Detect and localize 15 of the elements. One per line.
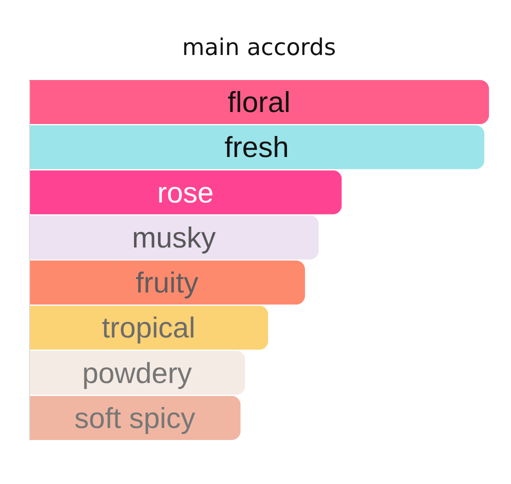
y-tick-label: musky [132, 222, 216, 254]
chart-title: main accords [182, 35, 336, 61]
bar [29, 215, 319, 260]
y-tick-label: fruity [136, 268, 199, 300]
bar [29, 125, 484, 170]
y-tick-label: fresh [224, 132, 289, 164]
y-tick-label: floral [228, 87, 290, 120]
bar [29, 306, 268, 350]
y-tick-label: soft spicy [74, 402, 196, 435]
y-tick-label: powdery [82, 358, 192, 390]
bar [29, 170, 342, 214]
bar [29, 260, 305, 305]
bar [29, 80, 489, 124]
y-tick-label: rose [157, 177, 214, 210]
y-tick-label: tropical [102, 312, 196, 345]
